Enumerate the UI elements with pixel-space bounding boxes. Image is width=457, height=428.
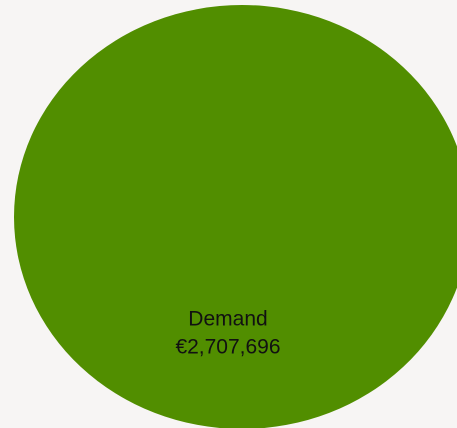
pie-slice (14, 5, 457, 428)
slice-label: Demand (188, 308, 267, 331)
slice-value-label: €2,707,696 (175, 336, 280, 359)
